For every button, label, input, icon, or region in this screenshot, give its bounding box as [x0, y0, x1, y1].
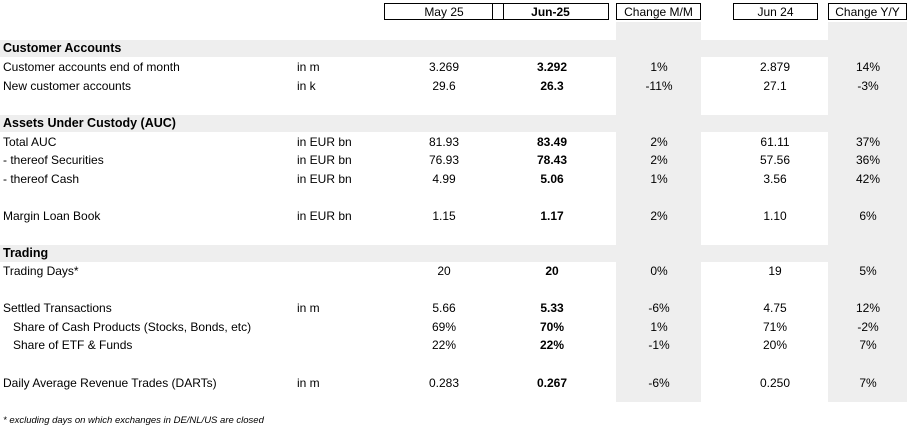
value-change-yy: 14%	[855, 60, 881, 74]
value-jun25: 1.17	[540, 209, 564, 223]
change-mm-column-shade	[616, 22, 701, 402]
value-may25: 0.283	[428, 376, 460, 390]
value-may25: 29.6	[432, 79, 456, 93]
value-jun25: 22%	[539, 338, 565, 352]
value-change-mm: -11%	[645, 79, 673, 93]
section-title: Trading	[3, 246, 49, 260]
value-jun24: 19	[768, 264, 782, 278]
section-title: Customer Accounts	[3, 41, 122, 55]
value-may25: 1.15	[432, 209, 456, 223]
row-label: Total AUC	[3, 135, 57, 149]
row-label: New customer accounts	[3, 79, 132, 93]
value-change-yy: 6%	[859, 209, 877, 223]
value-jun24: 57.56	[759, 153, 791, 167]
value-may25: 3.269	[428, 60, 460, 74]
row-label: Settled Transactions	[3, 301, 112, 315]
table-row: New customer accounts in k 29.6 26.3 -11…	[0, 77, 907, 96]
table-row: Trading Days* 20 20 0% 19 5%	[0, 262, 907, 281]
table-row: Share of Cash Products (Stocks, Bonds, e…	[0, 318, 907, 337]
row-unit: in m	[297, 301, 320, 315]
value-jun25: 70%	[539, 320, 565, 334]
row-label: Margin Loan Book	[3, 209, 101, 223]
value-jun24: 71%	[762, 320, 788, 334]
value-change-mm: -1%	[648, 338, 670, 352]
value-change-yy: 7%	[859, 376, 877, 390]
value-jun25: 20	[545, 264, 559, 278]
header-change-mm: Change M/M	[616, 3, 701, 20]
header-jun24: Jun 24	[733, 3, 818, 20]
row-label: Share of ETF & Funds	[13, 338, 133, 352]
value-jun25: 26.3	[540, 79, 564, 93]
row-label: Trading Days*	[3, 264, 79, 278]
value-jun25: 3.292	[536, 60, 568, 74]
value-may25: 4.99	[432, 172, 456, 186]
value-may25: 76.93	[428, 153, 460, 167]
value-jun24: 61.11	[760, 135, 790, 149]
value-jun24: 1.10	[763, 209, 787, 223]
row-label: - thereof Cash	[3, 172, 80, 186]
value-jun24: 0.250	[759, 376, 791, 390]
value-jun25: 78.43	[536, 153, 568, 167]
value-may25: 22%	[431, 338, 457, 352]
value-may25: 5.66	[432, 301, 456, 315]
value-may25: 20	[437, 264, 451, 278]
header-jun25: Jun-25	[492, 3, 609, 20]
value-change-mm: 1%	[650, 172, 668, 186]
value-change-yy: 42%	[855, 172, 881, 186]
row-unit: in m	[297, 376, 320, 390]
value-change-yy: -2%	[857, 320, 879, 334]
value-jun24: 2.879	[759, 60, 791, 74]
table-row: Settled Transactions in m 5.66 5.33 -6% …	[0, 299, 907, 318]
section-header-customer-accounts: Customer Accounts	[0, 40, 907, 57]
table-row: - thereof Cash in EUR bn 4.99 5.06 1% 3.…	[0, 170, 907, 189]
table-row: Daily Average Revenue Trades (DARTs) in …	[0, 374, 907, 393]
value-change-mm: 1%	[650, 60, 668, 74]
row-unit: in EUR bn	[297, 153, 352, 167]
value-may25: 69%	[431, 320, 457, 334]
row-unit: in k	[297, 79, 316, 93]
value-change-mm: -6%	[648, 301, 670, 315]
table-row: Total AUC in EUR bn 81.93 83.49 2% 61.11…	[0, 133, 907, 152]
value-change-mm: 0%	[650, 264, 668, 278]
section-header-trading: Trading	[0, 245, 907, 262]
value-jun24: 20%	[762, 338, 788, 352]
row-unit: in EUR bn	[297, 135, 352, 149]
value-may25: 81.93	[428, 135, 460, 149]
table-row: Margin Loan Book in EUR bn 1.15 1.17 2% …	[0, 207, 907, 226]
value-jun25: 0.267	[536, 376, 568, 390]
value-jun25: 83.49	[536, 135, 568, 149]
value-jun24: 4.75	[763, 301, 787, 315]
row-label: Share of Cash Products (Stocks, Bonds, e…	[13, 320, 252, 334]
value-change-mm: 2%	[650, 153, 668, 167]
table-row: Share of ETF & Funds 22% 22% -1% 20% 7%	[0, 336, 907, 355]
value-change-mm: -6%	[648, 376, 670, 390]
footnote: * excluding days on which exchanges in D…	[3, 415, 264, 426]
value-change-yy: 36%	[855, 153, 881, 167]
value-change-yy: -3%	[857, 79, 879, 93]
row-label: Customer accounts end of month	[3, 60, 180, 74]
value-change-yy: 5%	[859, 264, 877, 278]
value-jun25: 5.06	[540, 172, 564, 186]
value-jun24: 3.56	[763, 172, 787, 186]
section-header-auc: Assets Under Custody (AUC)	[0, 115, 907, 132]
table-row: Customer accounts end of month in m 3.26…	[0, 58, 907, 77]
row-unit: in EUR bn	[297, 209, 352, 223]
row-label: - thereof Securities	[3, 153, 104, 167]
section-title: Assets Under Custody (AUC)	[3, 116, 176, 130]
header-change-yy: Change Y/Y	[828, 3, 907, 20]
row-unit: in m	[297, 60, 320, 74]
value-change-yy: 12%	[855, 301, 881, 315]
value-change-mm: 1%	[650, 320, 668, 334]
value-change-yy: 37%	[855, 135, 881, 149]
value-jun25: 5.33	[540, 301, 564, 315]
value-change-mm: 2%	[650, 135, 668, 149]
value-jun24: 27.1	[763, 79, 787, 93]
change-yy-column-shade	[828, 22, 907, 402]
row-unit: in EUR bn	[297, 172, 352, 186]
table-row: - thereof Securities in EUR bn 76.93 78.…	[0, 151, 907, 170]
header-may25: May 25	[384, 3, 504, 20]
row-label: Daily Average Revenue Trades (DARTs)	[3, 376, 217, 390]
value-change-yy: 7%	[859, 338, 877, 352]
value-change-mm: 2%	[650, 209, 668, 223]
